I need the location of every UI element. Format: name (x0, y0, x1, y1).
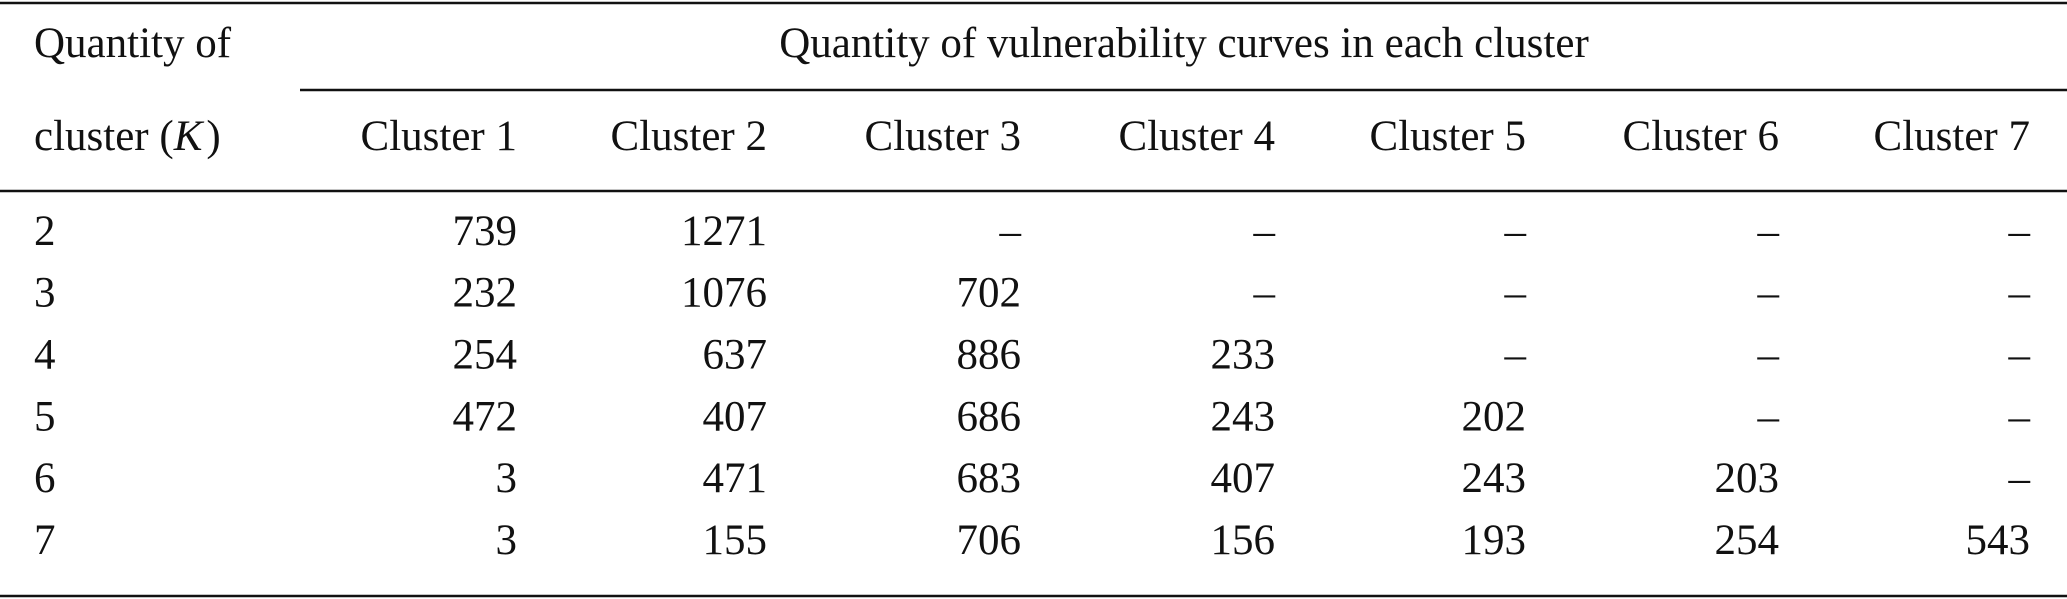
cell: 233 (1211, 331, 1276, 378)
column-header: Cluster 5 (1370, 113, 1526, 160)
cell: – (1504, 331, 1527, 378)
cell: 1076 (681, 270, 767, 317)
cell: 407 (703, 393, 768, 440)
cell: 702 (957, 270, 1022, 317)
cell: 886 (957, 331, 1022, 378)
corner-text: cluster ( (34, 113, 174, 160)
row-label: 3 (34, 270, 56, 317)
cell: – (1253, 208, 1276, 255)
cell: 1271 (681, 208, 767, 255)
column-header: Cluster 6 (1623, 113, 1779, 160)
cell: – (2008, 331, 2031, 378)
cell: 202 (1462, 393, 1527, 440)
cell: – (2008, 208, 2031, 255)
cell: 407 (1211, 455, 1276, 502)
cell: – (1253, 270, 1276, 317)
cell: 254 (453, 331, 518, 378)
cell: 472 (453, 393, 518, 440)
cell: 155 (703, 517, 768, 564)
cell: – (1757, 331, 1780, 378)
cell: 193 (1462, 517, 1527, 564)
cell: 706 (957, 517, 1022, 564)
cell: 3 (496, 455, 518, 502)
cell: 686 (957, 393, 1022, 440)
cell: 243 (1211, 393, 1276, 440)
group-header: Quantity of vulnerability curves in each… (779, 20, 1589, 67)
cell: 683 (957, 455, 1022, 502)
cell: – (1757, 393, 1780, 440)
row-label: 4 (34, 331, 56, 378)
row-label: 5 (34, 393, 56, 440)
column-header: Cluster 4 (1119, 113, 1275, 160)
row-label: 7 (34, 517, 56, 564)
cell: – (1504, 270, 1527, 317)
cell: 739 (453, 208, 518, 255)
cell: 232 (453, 270, 518, 317)
column-header: Cluster 3 (865, 113, 1021, 160)
cell: – (1504, 208, 1527, 255)
cell: – (999, 208, 1022, 255)
cell: 543 (1966, 517, 2031, 564)
column-header: Cluster 2 (611, 113, 767, 160)
column-header: Cluster 1 (361, 113, 517, 160)
cell: 471 (703, 455, 768, 502)
row-label: 2 (34, 208, 56, 255)
row-label: 6 (34, 455, 56, 502)
corner-symbol: K (173, 113, 205, 160)
column-header: Cluster 7 (1874, 113, 2030, 160)
cell: – (2008, 393, 2031, 440)
cell: – (2008, 455, 2031, 502)
corner-header: cluster (K) (34, 113, 221, 160)
cell: 637 (703, 331, 768, 378)
cell: 203 (1715, 455, 1780, 502)
cell: – (1757, 208, 1780, 255)
cell: 254 (1715, 517, 1780, 564)
cell: 156 (1211, 517, 1276, 564)
cell: 243 (1462, 455, 1527, 502)
corner-text: ) (206, 113, 220, 160)
cell: – (1757, 270, 1780, 317)
cell: – (2008, 270, 2031, 317)
cell: 3 (496, 517, 518, 564)
corner-header: Quantity of (34, 20, 232, 67)
